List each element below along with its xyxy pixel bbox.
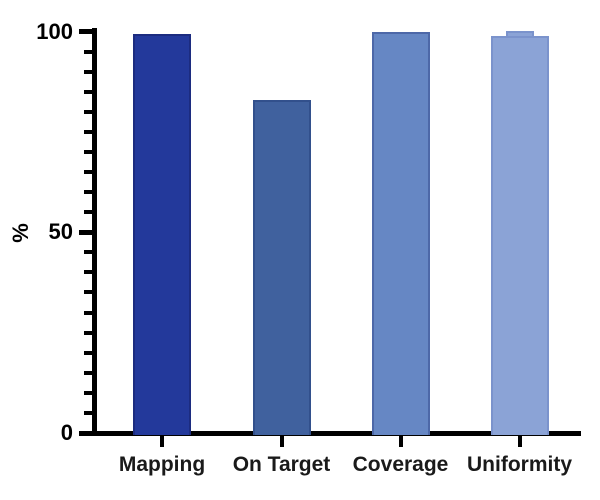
y-axis-line [92, 28, 97, 436]
y-minor-tick-20 [84, 350, 92, 355]
y-minor-tick-45 [84, 250, 92, 255]
bar-mapping [133, 33, 191, 435]
x-label-on-target: On Target [232, 453, 331, 476]
y-major-tick-50 [79, 229, 92, 235]
y-tick-label-100: 100 [36, 18, 73, 44]
x-axis-line [92, 431, 581, 436]
x-label-coverage: Coverage [352, 453, 449, 476]
bar-on-target [252, 99, 311, 435]
y-minor-tick-75 [84, 129, 92, 134]
y-minor-tick-25 [84, 330, 92, 335]
y-minor-tick-10 [84, 390, 92, 395]
y-tick-label-50: 50 [48, 219, 73, 245]
y-minor-tick-85 [84, 89, 92, 94]
x-label-uniformity: Uniformity [467, 453, 572, 476]
y-minor-tick-30 [84, 310, 92, 315]
y-minor-tick-70 [84, 149, 92, 154]
y-minor-tick-80 [84, 109, 92, 114]
bar-uniformity [490, 35, 549, 435]
y-minor-tick-15 [84, 370, 92, 375]
x-tick-uniformity [517, 436, 522, 447]
y-major-tick-100 [79, 29, 92, 34]
bar-coverage [371, 31, 430, 435]
y-minor-tick-35 [84, 290, 92, 295]
y-major-tick-0 [79, 430, 92, 436]
y-minor-tick-55 [84, 210, 92, 215]
x-tick-on-target [279, 436, 284, 447]
y-minor-tick-90 [84, 69, 92, 74]
y-minor-tick-65 [84, 170, 92, 175]
y-minor-tick-60 [84, 190, 92, 195]
y-minor-tick-40 [84, 270, 92, 275]
y-tick-label-0: 0 [60, 420, 73, 445]
x-label-mapping: Mapping [118, 453, 206, 476]
y-minor-tick-95 [84, 49, 92, 54]
x-tick-coverage [398, 436, 403, 447]
x-tick-mapping [160, 436, 164, 447]
bar-top-notch-uniformity [505, 30, 534, 36]
y-minor-tick-5 [84, 410, 92, 415]
